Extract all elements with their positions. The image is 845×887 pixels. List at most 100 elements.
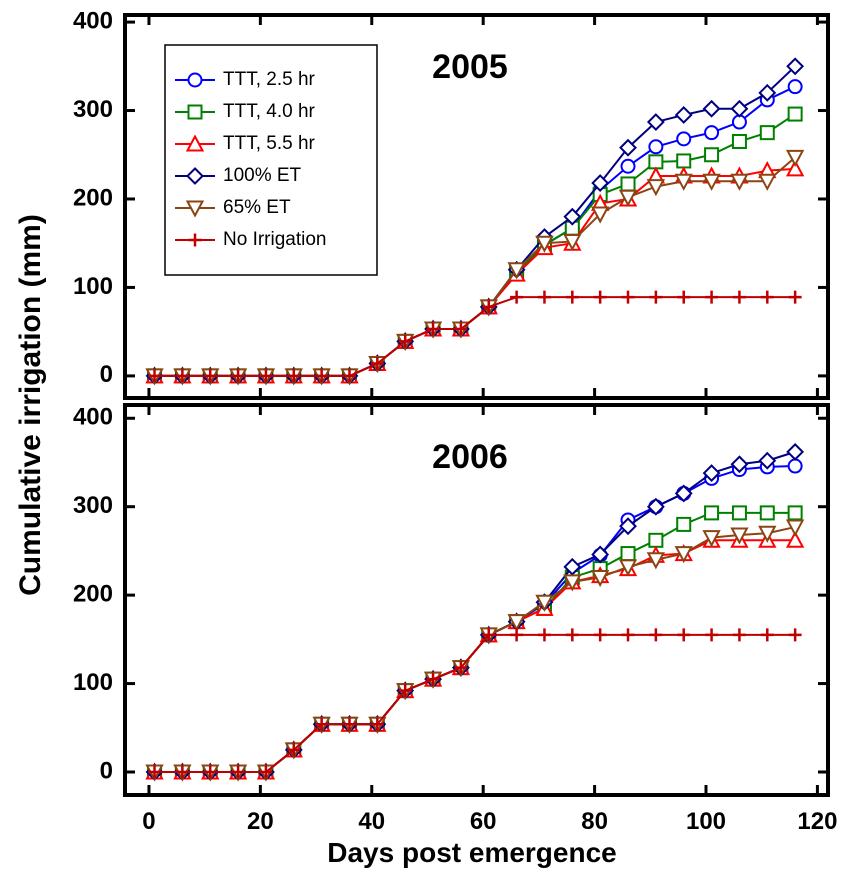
marker: [287, 743, 301, 757]
marker: [621, 628, 635, 642]
marker: [760, 290, 774, 304]
marker: [619, 517, 637, 536]
x-tick-label: 20: [247, 808, 274, 835]
marker: [620, 176, 636, 192]
x-axis-label: Days post emergence: [327, 837, 616, 868]
marker: [148, 369, 162, 383]
x-tick-label: 120: [797, 808, 837, 835]
marker: [785, 159, 805, 177]
marker: [563, 557, 582, 576]
marker: [342, 369, 356, 383]
marker: [507, 262, 526, 280]
marker: [370, 357, 384, 371]
marker: [175, 369, 189, 383]
x-tick-label: 100: [686, 808, 726, 835]
marker: [758, 451, 777, 470]
marker: [676, 131, 692, 147]
marker: [259, 369, 273, 383]
marker: [590, 206, 610, 224]
plot-frame: [123, 13, 830, 400]
marker: [187, 72, 203, 88]
marker: [454, 322, 468, 336]
x-tick-label: 80: [581, 808, 608, 835]
marker: [787, 79, 803, 95]
marker: [454, 661, 468, 675]
marker: [287, 369, 301, 383]
marker: [704, 125, 720, 141]
marker: [786, 442, 805, 461]
marker: [788, 628, 802, 642]
y-tick-label: 100: [73, 669, 113, 696]
marker: [563, 574, 582, 592]
marker: [537, 290, 551, 304]
marker: [732, 290, 746, 304]
y-tick-label: 300: [73, 492, 113, 519]
marker: [649, 628, 663, 642]
marker: [203, 369, 217, 383]
marker: [646, 552, 666, 570]
marker: [676, 153, 692, 169]
marker: [787, 505, 803, 521]
marker: [760, 628, 774, 642]
marker: [535, 594, 554, 612]
marker: [759, 125, 775, 141]
marker: [593, 290, 607, 304]
series-line: [154, 539, 796, 774]
marker: [537, 628, 551, 642]
y-tick-label: 400: [73, 404, 113, 431]
legend-label: TTT, 5.5 hr: [223, 133, 316, 154]
marker: [231, 369, 245, 383]
marker: [203, 765, 217, 779]
marker: [507, 614, 526, 632]
marker: [676, 516, 692, 532]
marker: [231, 765, 245, 779]
marker: [646, 113, 665, 131]
marker: [705, 290, 719, 304]
y-tick-label: 200: [73, 580, 113, 607]
marker: [785, 519, 805, 537]
marker: [677, 628, 691, 642]
panel-title: 2006: [432, 438, 508, 476]
marker: [674, 106, 693, 124]
marker: [591, 174, 610, 192]
marker: [758, 525, 777, 543]
marker: [704, 147, 720, 163]
marker: [649, 290, 663, 304]
marker: [370, 717, 384, 731]
marker: [426, 672, 440, 686]
marker: [730, 99, 749, 118]
marker: [704, 505, 720, 521]
marker: [648, 532, 664, 548]
marker: [677, 290, 691, 304]
y-tick-label: 100: [73, 273, 113, 300]
marker: [674, 484, 693, 503]
marker: [788, 290, 802, 304]
marker: [565, 628, 579, 642]
marker: [535, 235, 554, 253]
marker: [148, 765, 162, 779]
marker: [315, 717, 329, 731]
marker: [758, 173, 777, 191]
x-tick-label: 0: [142, 808, 155, 835]
y-axis-label: Cumulative irrigation (mm): [14, 214, 47, 596]
x-tick-label: 40: [358, 808, 385, 835]
y-tick-label: 300: [73, 96, 113, 123]
marker: [175, 765, 189, 779]
marker: [563, 207, 582, 226]
marker: [646, 497, 665, 516]
marker: [342, 717, 356, 731]
marker: [731, 505, 747, 521]
legend-label: 65% ET: [223, 197, 291, 218]
legend-label: TTT, 4.0 hr: [223, 101, 316, 122]
marker: [621, 290, 635, 304]
plot-frame: [123, 403, 830, 797]
marker: [648, 139, 664, 155]
marker: [620, 158, 636, 174]
marker: [731, 133, 747, 149]
marker: [702, 99, 721, 118]
marker: [563, 233, 582, 252]
marker: [590, 569, 610, 588]
marker: [759, 505, 775, 521]
marker: [185, 200, 205, 218]
